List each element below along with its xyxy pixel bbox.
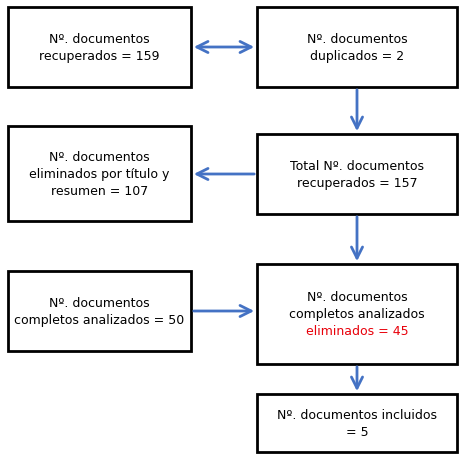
Text: eliminados = 45: eliminados = 45: [306, 325, 408, 338]
Text: recuperados = 157: recuperados = 157: [297, 177, 417, 190]
Text: Nº. documentos: Nº. documentos: [49, 151, 150, 164]
Bar: [257, 8, 457, 88]
Text: recuperados = 159: recuperados = 159: [39, 50, 160, 63]
Bar: [8, 271, 191, 351]
Bar: [8, 127, 191, 222]
Bar: [8, 8, 191, 88]
Bar: [257, 264, 457, 364]
Text: Nº. documentos: Nº. documentos: [307, 33, 407, 46]
Text: Total Nº. documentos: Total Nº. documentos: [290, 160, 424, 172]
Text: Nº. documentos: Nº. documentos: [307, 291, 407, 304]
Bar: [257, 135, 457, 214]
Text: completos analizados: completos analizados: [289, 308, 425, 321]
Text: eliminados por título y: eliminados por título y: [29, 167, 170, 181]
Text: Nº. documentos: Nº. documentos: [49, 296, 150, 309]
Text: duplicados = 2: duplicados = 2: [310, 50, 404, 63]
Text: Nº. documentos: Nº. documentos: [49, 33, 150, 46]
Text: Nº. documentos incluidos: Nº. documentos incluidos: [277, 408, 437, 421]
Text: = 5: = 5: [346, 425, 368, 438]
Text: resumen = 107: resumen = 107: [51, 185, 148, 197]
Bar: [257, 394, 457, 452]
Text: completos analizados = 50: completos analizados = 50: [14, 313, 185, 326]
